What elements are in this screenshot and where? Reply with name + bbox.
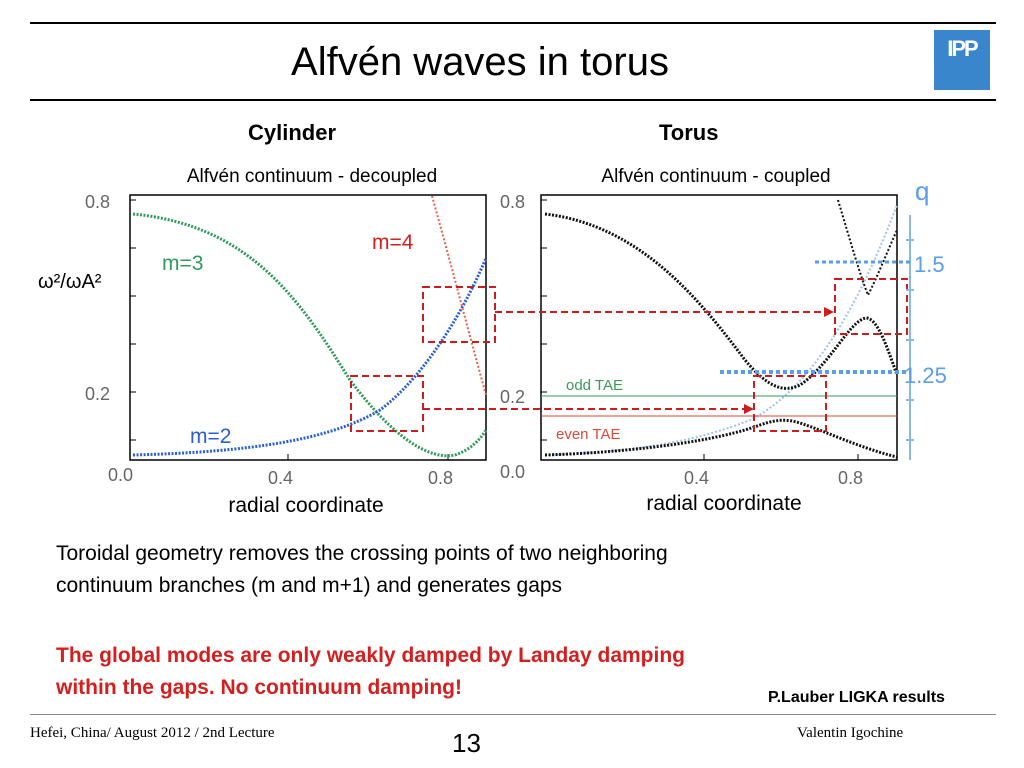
left-ytick-0.8: 0.8 <box>85 192 110 212</box>
left-ytick-0.2: 0.2 <box>85 384 110 404</box>
right-xtick-0.8: 0.8 <box>838 468 863 488</box>
left-xlabel: radial coordinate <box>228 494 383 517</box>
left-ytick-0.0: 0.0 <box>108 465 133 485</box>
footer-right: Valentin Igochine <box>797 725 904 741</box>
right-plot-frame <box>540 194 898 461</box>
body-paragraph-2: The global modes are only weakly damped … <box>56 640 685 704</box>
right-lower-gap-box <box>753 375 827 432</box>
body-paragraph-1: Toroidal geometry removes the crossing p… <box>56 538 668 602</box>
alfven-continuum-figure: Alfvén continuum - decoupled 0.8 0.2 0.0… <box>38 166 947 517</box>
odd-tae-label: odd TAE <box>566 377 623 394</box>
right-plot-title: Alfvén continuum - coupled <box>601 166 830 187</box>
q-tick-1.25: 1.25 <box>904 363 947 388</box>
q-tick-1.5: 1.5 <box>914 252 945 277</box>
footer-left: Hefei, China/ August 2012 / 2nd Lecture <box>30 725 275 741</box>
left-upper-gap-box <box>422 286 496 343</box>
label-m4: m=4 <box>372 231 414 254</box>
para1-line1: Toroidal geometry removes the crossing p… <box>56 542 668 565</box>
label-m2: m=2 <box>190 425 231 448</box>
m3-continuum-curve <box>132 212 488 458</box>
title-rule <box>30 99 996 101</box>
para2-line1: The global modes are only weakly damped … <box>56 644 685 667</box>
left-plot-frame <box>129 194 487 461</box>
torus-heading: Torus <box>659 120 719 145</box>
lower-gap-arrowhead <box>744 404 754 414</box>
uncoupled-light-curve <box>544 204 898 456</box>
left-xtick-0.8: 0.8 <box>428 468 453 488</box>
right-ytick-0.2: 0.2 <box>500 387 525 407</box>
right-ytick-0.0: 0.0 <box>500 462 525 482</box>
right-xlabel: radial coordinate <box>646 492 801 515</box>
coupled-high-branch <box>837 199 898 298</box>
right-ytick-0.8: 0.8 <box>500 192 525 212</box>
m4-continuum-curve <box>431 195 487 396</box>
para1-line2: continuum branches (m and m+1) and gener… <box>56 574 563 597</box>
top-rule <box>30 22 996 24</box>
left-xtick-0.4: 0.4 <box>268 468 293 488</box>
credit-text: P.Lauber LIGKA results <box>768 689 945 706</box>
coupled-lower-branch <box>544 418 898 459</box>
para2-line2: within the gaps. No continuum damping! <box>56 676 462 699</box>
coupled-upper-branch <box>544 212 899 390</box>
cylinder-heading: Cylinder <box>248 120 337 145</box>
ipp-logo: IPP <box>934 30 990 90</box>
left-lower-gap-box <box>350 375 424 432</box>
m2-continuum-curve <box>132 257 488 457</box>
even-tae-label: even TAE <box>556 426 620 443</box>
slide-title: Alfvén waves in torus <box>291 40 669 84</box>
page-number: 13 <box>452 728 481 758</box>
right-upper-gap-box <box>834 278 908 335</box>
q-axis-label: q <box>915 176 929 206</box>
left-plot-title: Alfvén continuum - decoupled <box>187 166 437 187</box>
footer-rule <box>30 714 996 715</box>
upper-gap-arrowhead <box>824 307 834 317</box>
label-m3: m=3 <box>162 252 203 275</box>
left-ylabel: ω²/ωA² <box>38 271 102 293</box>
right-xtick-0.4: 0.4 <box>684 468 709 488</box>
